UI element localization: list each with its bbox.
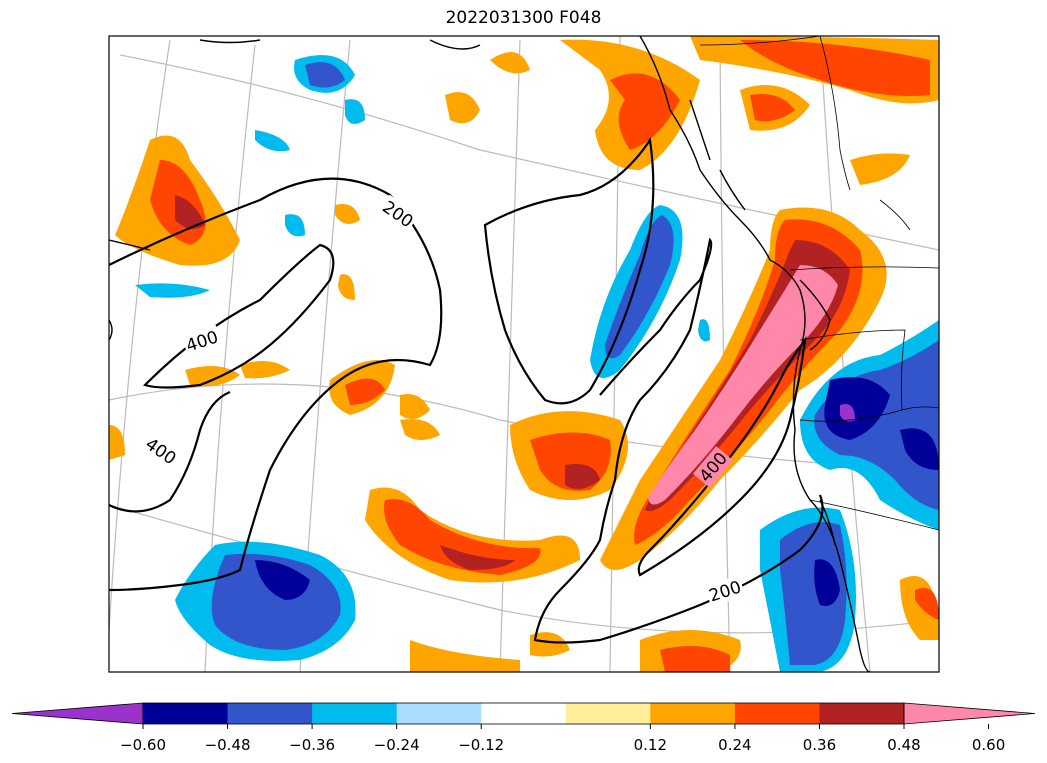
colorbar-tick-label: −0.36 — [289, 736, 335, 754]
colorbar-segment — [650, 703, 736, 724]
colorbar-tick-label: 0.60 — [972, 736, 1005, 754]
map-content — [109, 36, 939, 672]
map-frame — [108, 35, 940, 673]
colorbar-segments — [11, 702, 1036, 725]
plot-title: 2022031300 F048 — [445, 8, 602, 28]
colorbar-segment — [143, 703, 229, 724]
colorbar-segment — [481, 703, 567, 724]
positive-anomaly-diagonal — [600, 207, 887, 570]
colorbar-tick-label: −0.60 — [120, 736, 166, 754]
positive-anomaly-southeast — [850, 153, 939, 640]
colorbar-tick-label: 0.48 — [887, 736, 920, 754]
contour-lines — [109, 136, 824, 644]
colorbar-tick-label: −0.24 — [374, 736, 420, 754]
colorbar-tick-label: 0.12 — [634, 736, 667, 754]
colorbar-segment — [396, 703, 482, 724]
colorbar-ticks: −0.60 −0.48 −0.36 −0.24 −0.12 0.12 0.24 0.36 0.4… — [120, 724, 1005, 754]
negative-anomaly-north — [255, 55, 365, 237]
colorbar-segment — [565, 703, 651, 724]
colorbar-segment — [819, 703, 905, 724]
colorbar-tick-label: −0.12 — [458, 736, 504, 754]
colorbar-outline — [142, 702, 905, 725]
colorbar-tick-label: 0.36 — [803, 736, 836, 754]
positive-anomaly-northwest — [115, 135, 240, 266]
colorbar-segment — [227, 703, 313, 724]
colorbar-tick-label: 0.24 — [718, 736, 751, 754]
colorbar-extend-low — [11, 702, 144, 725]
colorbar-segment — [312, 703, 398, 724]
colorbar-tick-label: −0.48 — [205, 736, 251, 754]
colorbar-segment — [734, 703, 820, 724]
negative-anomaly-east — [760, 320, 939, 672]
negative-anomaly-southwest — [135, 283, 356, 661]
positive-anomaly-center — [109, 204, 741, 672]
colorbar-extend-high — [903, 702, 1036, 725]
positive-anomaly-north — [445, 36, 939, 170]
